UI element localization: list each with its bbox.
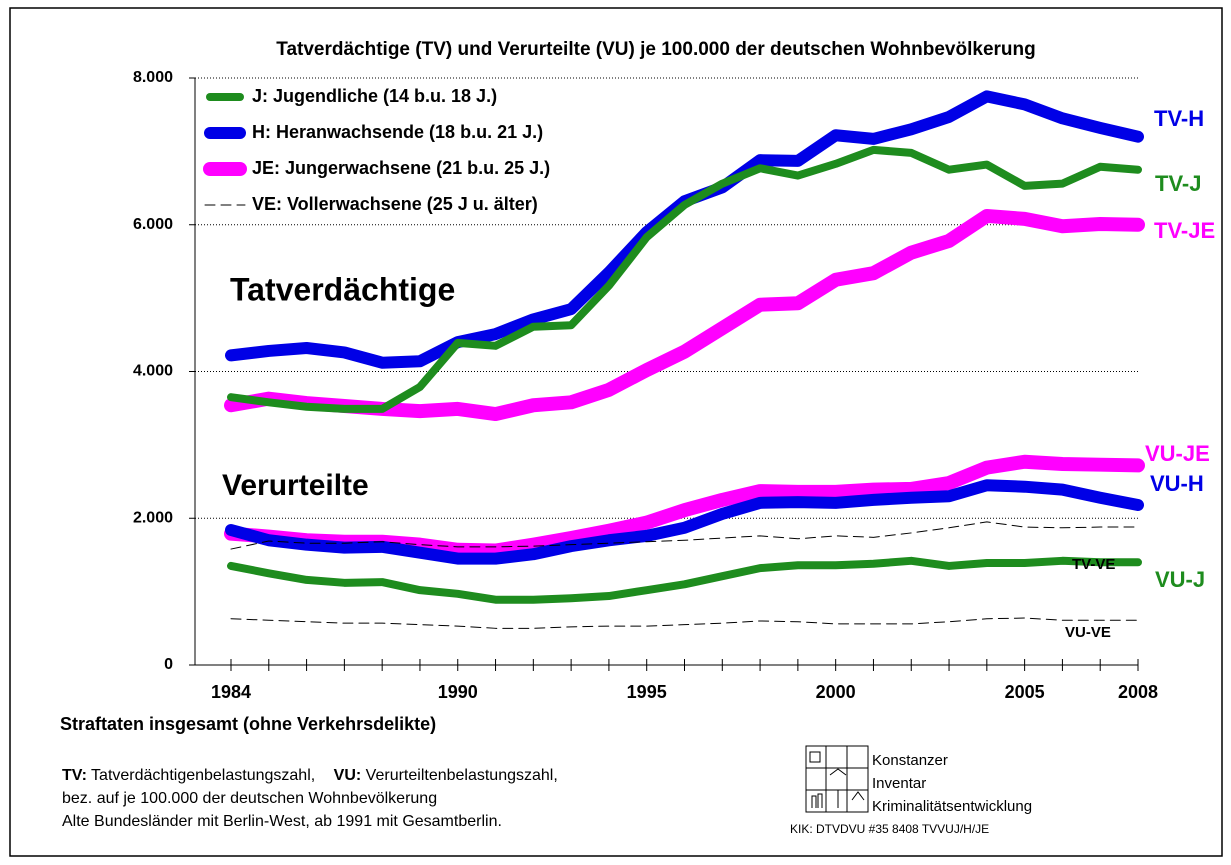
x-tick-label: 1995 bbox=[627, 682, 667, 702]
note-text: Tatverdächtigenbelastungszahl, bbox=[91, 767, 315, 784]
logo-code: KIK: DTVDVU #35 8408 TVVUJ/H/JE bbox=[790, 822, 989, 836]
logo-icon bbox=[805, 745, 869, 813]
series-label: VU-J bbox=[1155, 567, 1205, 592]
y-tick-label: 2.000 bbox=[133, 509, 173, 526]
series-line bbox=[227, 145, 1142, 413]
legend-label: JE: Jungerwachsene (21 b.u. 25 J.) bbox=[252, 158, 550, 178]
x-tick-label: 1990 bbox=[438, 682, 478, 702]
annotation: Tatverdächtige bbox=[230, 271, 455, 307]
y-tick-label: 8.000 bbox=[133, 69, 173, 86]
series-label: TV-JE bbox=[1154, 218, 1215, 243]
note-text: Verurteiltenbelastungszahl, bbox=[366, 767, 558, 784]
note: TV: Tatverdächtigenbelastungszahl, VU: V… bbox=[62, 767, 558, 784]
series-label: VU-JE bbox=[1145, 441, 1210, 466]
series-line bbox=[230, 521, 1139, 550]
legend-label: VE: Vollerwachsene (25 J u. älter) bbox=[252, 194, 538, 214]
note: bez. auf je 100.000 der deutschen Wohnbe… bbox=[62, 790, 437, 807]
chart-title: Tatverdächtige (TV) und Verurteilte (VU)… bbox=[276, 39, 1035, 60]
y-tick-label: 0 bbox=[164, 656, 173, 673]
series-line bbox=[227, 556, 1142, 604]
note-term: TV: bbox=[62, 767, 87, 784]
x-tick-label: 2005 bbox=[1005, 682, 1045, 702]
series-line bbox=[224, 208, 1145, 422]
legend-label: J: Jugendliche (14 b.u. 18 J.) bbox=[252, 86, 497, 106]
series-label: VU-H bbox=[1150, 471, 1204, 496]
x-tick-label: 2008 bbox=[1118, 682, 1158, 702]
logo-text: Kriminalitätsentwicklung bbox=[872, 798, 1032, 815]
y-tick-label: 4.000 bbox=[133, 363, 173, 380]
series-line bbox=[225, 479, 1144, 565]
series-label: TV-H bbox=[1154, 106, 1204, 131]
frame bbox=[9, 7, 1223, 857]
logo-text: Inventar bbox=[872, 775, 926, 792]
series-label: VU-VE bbox=[1065, 624, 1111, 641]
x-tick-label: 2000 bbox=[816, 682, 856, 702]
legend-label: H: Heranwachsende (18 b.u. 21 J.) bbox=[252, 122, 543, 142]
series-line bbox=[230, 617, 1139, 629]
x-tick-label: 1984 bbox=[211, 682, 251, 702]
subtitle: Straftaten insgesamt (ohne Verkehrsdelik… bbox=[60, 714, 436, 734]
series-label: TV-VE bbox=[1072, 556, 1115, 573]
note-term: VU: bbox=[334, 767, 362, 784]
note: Alte Bundesländer mit Berlin-West, ab 19… bbox=[62, 813, 502, 830]
annotation: Verurteilte bbox=[222, 469, 369, 502]
y-tick-label: 6.000 bbox=[133, 216, 173, 233]
series-label: TV-J bbox=[1155, 171, 1201, 196]
logo-text: Konstanzer bbox=[872, 752, 948, 769]
